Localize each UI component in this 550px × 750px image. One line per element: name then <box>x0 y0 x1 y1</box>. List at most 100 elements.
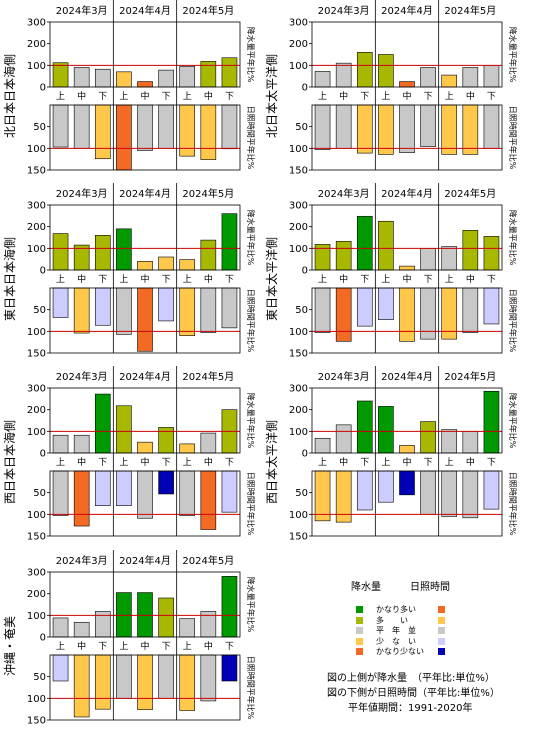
panel-4-dekad-label-7: 上 <box>445 274 454 285</box>
panel-2-sun-bar-3 <box>356 104 373 154</box>
panel-7-precip-bar-5 <box>137 592 153 638</box>
panel-5-precip-frame <box>49 387 241 454</box>
legend-note-sun: 図の下側が日照時間（平年比:単位%） <box>327 688 500 699</box>
panel-2-dekad-label-3: 下 <box>360 92 369 102</box>
panel-5-sun-bar-3 <box>94 470 111 506</box>
panel-6-month-label-1: 2024年3月 <box>318 370 370 383</box>
panel-7-sun-tick-label-100: 100 <box>27 694 46 705</box>
panel-7-sun-bar-1 <box>52 654 69 682</box>
panel-1-dekad-label-7: 上 <box>183 91 192 102</box>
panel-5-precip-tick-label-100: 100 <box>27 427 46 438</box>
panel-2-precip-tick-label-300: 300 <box>289 18 308 29</box>
legend-label-little: 少 な い <box>376 636 416 646</box>
panel-6-precip-bar-3 <box>356 400 373 454</box>
panel-1-sun-tick-label-150: 150 <box>27 166 46 177</box>
panel-1-precip-tick-label-200: 200 <box>27 39 46 50</box>
panel-3-sun-tick-label-100: 100 <box>27 327 46 338</box>
panel-5-precip-bar-3 <box>94 393 111 454</box>
legend-label-very_much: かなり多い <box>376 605 416 614</box>
panel-1-sun-side-label: 日照時間平年比% <box>246 106 256 170</box>
panel-5-dekad-label-2: 中 <box>77 456 86 468</box>
panel-7-sun-bar-6 <box>158 654 174 699</box>
panel-7-dekad-label-9: 下 <box>225 642 234 652</box>
panel-2-precip-tick-label-200: 200 <box>289 39 308 50</box>
panel-7-precip-tick-label-100: 100 <box>27 611 46 622</box>
panel-4-precip-bar-6 <box>420 248 436 271</box>
panel-1-dekad-label-2: 中 <box>77 90 86 102</box>
panel-2-precip-frame <box>311 21 503 88</box>
panel-1-precip-bar-4 <box>116 71 132 88</box>
panel-5-sun-frame <box>49 470 241 537</box>
panel-7-precip-bar-1 <box>52 617 69 638</box>
panel-2-dekad-label-7: 上 <box>445 91 454 102</box>
panel-3-sun-bar-7 <box>179 287 196 336</box>
panel-3-precip-bar-5 <box>137 261 153 271</box>
panel-4-sun-bar-9 <box>483 287 500 325</box>
legend-header-sun: 日照時間 <box>410 582 450 593</box>
panel-4-sun-bar-2 <box>335 287 352 342</box>
panel-7-precip-tick-label-200: 200 <box>27 589 46 600</box>
panel-3-precip-tick-label-300: 300 <box>27 201 46 212</box>
panel-5-dekad-label-4: 上 <box>119 457 128 468</box>
panel-4-precip-tick-label-0: 0 <box>302 266 308 277</box>
panel-5-dekad-label-5: 中 <box>140 456 149 468</box>
panel-7-month-label-2: 2024年4月 <box>119 554 171 567</box>
panel-2-dekad-label-5: 中 <box>402 90 411 102</box>
panel-5-precip-bar-4 <box>116 405 132 454</box>
panel-7-sun-bar-9 <box>221 654 238 682</box>
legend-label-very_little: かなり少ない <box>376 647 424 656</box>
panel-3-dekad-label-1: 上 <box>56 274 65 285</box>
panel-7-sun-bar-8 <box>200 654 217 702</box>
panel-2-sun-bar-4 <box>378 104 394 155</box>
panel-3-precip-bar-1 <box>52 233 69 271</box>
panel-4-precip-side-label: 降水量平年比% <box>508 210 518 266</box>
panel-7-dekad-label-2: 中 <box>77 640 86 652</box>
panel-6-region-label: 西日本太平洋側 <box>264 420 279 504</box>
legend-swatch-precip-much <box>356 616 363 624</box>
panel-3-sun-frame <box>49 287 241 354</box>
panel-2-region-label: 北日本太平洋側 <box>264 54 279 138</box>
legend-label-much: 多 い <box>376 615 408 625</box>
panel-7-precip-tick-label-300: 300 <box>27 568 46 579</box>
panel-7-sun-tick-label-150: 150 <box>27 716 46 727</box>
panel-4-sun-tick-label-50: 50 <box>295 305 308 316</box>
panel-5-precip-tick-label-0: 0 <box>40 449 46 460</box>
panel-4-dekad-label-4: 上 <box>381 274 390 285</box>
panel-2-precip-bar-5 <box>399 81 415 88</box>
panel-1-precip-bar-9 <box>221 57 238 88</box>
panel-3-dekad-label-2: 中 <box>77 273 86 285</box>
panel-7-region-label: 沖縄・奄美 <box>2 616 17 676</box>
panel-6-precip-tick-label-100: 100 <box>289 427 308 438</box>
panel-7-precip-tick-label-0: 0 <box>40 633 46 644</box>
panel-3-precip-bar-6 <box>158 256 174 271</box>
panel-4-precip-bar-4 <box>378 220 394 271</box>
panel-2-precip-bar-7 <box>441 74 458 88</box>
legend-note-period: 平年値期間：1991-2020年 <box>348 703 473 714</box>
panel-2-sun-frame <box>311 104 503 171</box>
panel-5-precip-bar-8 <box>200 432 217 454</box>
panel-1-precip-bar-1 <box>52 62 69 88</box>
panel-4-month-label-1: 2024年3月 <box>318 187 370 200</box>
panel-5-dekad-label-7: 上 <box>183 457 192 468</box>
panel-5-dekad-label-6: 下 <box>162 458 171 468</box>
panel-4-precip-tick-label-200: 200 <box>289 222 308 233</box>
panel-7-sun-frame <box>49 654 241 721</box>
panel-4-sun-frame <box>311 287 503 354</box>
panel-3-precip-tick-label-100: 100 <box>27 244 46 255</box>
panel-4-dekad-label-6: 下 <box>424 275 433 285</box>
panel-7-sun-bar-4 <box>116 654 132 699</box>
panel-5-region-label: 西日本日本海側 <box>2 420 17 504</box>
panel-4-sun-tick-label-100: 100 <box>289 327 308 338</box>
panel-5-sun-bar-6 <box>158 470 174 495</box>
panel-6-dekad-label-7: 上 <box>445 457 454 468</box>
legend-swatch-precip-little <box>356 637 363 645</box>
panel-3-sun-side-label: 日照時間平年比% <box>246 289 256 353</box>
panel-1-sun-tick-label-100: 100 <box>27 144 46 155</box>
panel-3-dekad-label-5: 中 <box>140 273 149 285</box>
panel-6-dekad-label-2: 中 <box>339 456 348 468</box>
legend-swatch-sun-very_much <box>438 606 445 613</box>
panel-6-precip-bar-5 <box>399 445 415 454</box>
panel-2-sun-bar-7 <box>441 104 458 155</box>
panel-5-sun-bar-9 <box>221 470 238 513</box>
